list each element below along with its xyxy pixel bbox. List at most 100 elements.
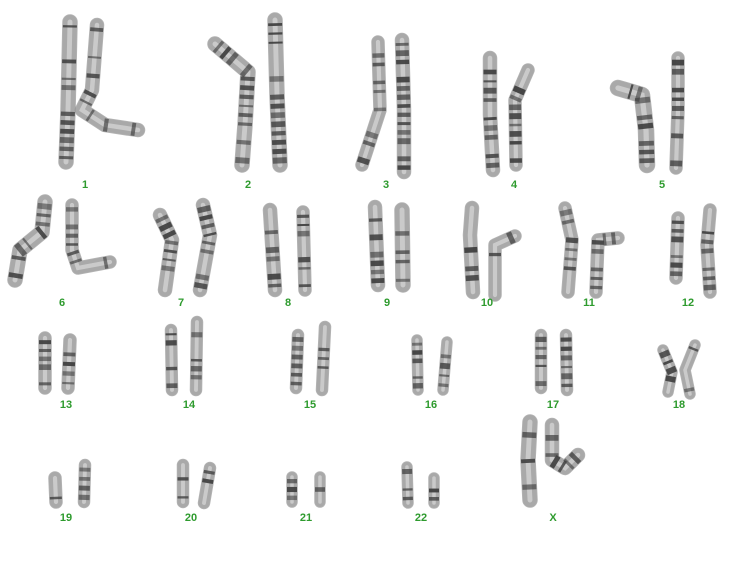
chromosome-band bbox=[272, 151, 286, 152]
chromosome-1-a bbox=[59, 22, 77, 162]
chromosome-band bbox=[701, 251, 713, 252]
chromosome-band bbox=[265, 232, 278, 233]
pair-label-5: 5 bbox=[659, 179, 665, 191]
chromosome-band bbox=[196, 276, 209, 278]
chromosome-pair-18 bbox=[660, 345, 698, 394]
chromosome-band bbox=[239, 106, 253, 107]
pair-label-15: 15 bbox=[304, 399, 316, 411]
chromosome-band bbox=[9, 274, 23, 276]
chromosome-band bbox=[105, 119, 107, 132]
chromosome-3-b bbox=[396, 40, 411, 172]
chromosome-pair-19 bbox=[50, 465, 91, 502]
chromosome-pair-15 bbox=[291, 327, 330, 390]
chromosome-5-b bbox=[670, 58, 684, 168]
chromosome-band bbox=[521, 461, 535, 462]
chromosome-2-b bbox=[268, 20, 287, 165]
chromosome-pair-2 bbox=[214, 20, 287, 165]
chromosome-10-b bbox=[489, 232, 515, 295]
chromosome-band bbox=[268, 285, 281, 286]
chromosome-14-a bbox=[166, 330, 178, 390]
chromosome-10-a bbox=[464, 208, 478, 292]
chromosome-pair-10 bbox=[464, 208, 515, 295]
pair-label-8: 8 bbox=[285, 297, 291, 309]
chromosome-band bbox=[202, 480, 213, 482]
chromosome-band bbox=[565, 259, 577, 260]
chromosome-14-b bbox=[191, 322, 203, 390]
chromosome-band bbox=[201, 250, 214, 252]
pair-label-9: 9 bbox=[384, 297, 390, 309]
chromosome-band bbox=[270, 97, 284, 98]
chromosome-band bbox=[165, 242, 178, 244]
chromosome-3-a bbox=[358, 42, 386, 165]
chromosome-22-a bbox=[402, 467, 413, 503]
chromosome-band bbox=[358, 159, 369, 163]
chromosome-band bbox=[59, 157, 73, 158]
chromosome-band bbox=[560, 211, 572, 214]
chromosome-band bbox=[200, 216, 213, 219]
chromosome-pair-1 bbox=[59, 22, 138, 162]
chromosome-band bbox=[701, 241, 713, 242]
chromosome-6-b bbox=[66, 205, 110, 269]
chromosome-13-b bbox=[62, 340, 75, 388]
chromosome-band bbox=[204, 471, 215, 473]
chromosome-band bbox=[273, 160, 287, 161]
chromosome-band bbox=[88, 57, 101, 58]
chromosome-band bbox=[667, 369, 676, 373]
chromosome-band bbox=[703, 278, 715, 279]
chromosome-18-b bbox=[684, 345, 698, 394]
chromosome-band bbox=[484, 118, 497, 119]
chromosome-band bbox=[162, 268, 175, 270]
chromosome-band bbox=[441, 356, 451, 357]
chromosome-pair-20 bbox=[178, 465, 215, 503]
chromosome-band bbox=[485, 137, 498, 138]
chromosome-band bbox=[61, 114, 75, 115]
chromosome-band bbox=[12, 257, 26, 259]
chromosome-5-a bbox=[618, 84, 654, 165]
chromosome-band bbox=[36, 223, 50, 224]
chromosome-band bbox=[522, 435, 536, 436]
chromosome-band bbox=[240, 97, 254, 98]
chromosome-pair-X bbox=[521, 422, 580, 500]
pair-label-12: 12 bbox=[682, 297, 694, 309]
chromosome-pair-14 bbox=[166, 322, 203, 390]
chromosome-band bbox=[464, 250, 477, 251]
chromosome-band bbox=[566, 240, 578, 241]
pair-label-1: 1 bbox=[82, 179, 88, 191]
chromosome-pair-17 bbox=[536, 335, 573, 390]
chromosome-17-b bbox=[561, 335, 573, 390]
chromosome-band bbox=[237, 142, 251, 143]
chromosome-band bbox=[562, 221, 574, 224]
chromosome-band bbox=[704, 287, 716, 288]
chromosome-pair-21 bbox=[287, 477, 325, 502]
chromosome-21-b bbox=[315, 477, 325, 502]
chromosome-6-a bbox=[9, 202, 52, 280]
pair-label-18: 18 bbox=[673, 399, 685, 411]
chromosome-band bbox=[440, 366, 450, 367]
chromosome-pair-11 bbox=[560, 208, 618, 292]
chromosome-9-b bbox=[395, 210, 410, 285]
chromosome-band bbox=[272, 133, 286, 134]
pair-label-X: X bbox=[549, 512, 556, 524]
chromosome-band bbox=[613, 232, 614, 244]
chromosome-band bbox=[702, 232, 714, 233]
chromosome-7-b bbox=[194, 205, 216, 290]
chromosome-X-a bbox=[521, 422, 536, 500]
chromosome-band bbox=[438, 385, 448, 386]
pair-label-4: 4 bbox=[511, 179, 517, 191]
chromosome-band bbox=[198, 208, 211, 211]
chromosome-13-a bbox=[39, 338, 51, 388]
chromosome-pair-22 bbox=[402, 467, 439, 503]
chromosome-band bbox=[466, 278, 479, 279]
chromosome-band bbox=[194, 285, 207, 287]
chromosome-pair-7 bbox=[156, 205, 216, 290]
chromosome-19-b bbox=[79, 465, 91, 502]
pair-label-6: 6 bbox=[59, 297, 65, 309]
chromosome-pair-8 bbox=[265, 210, 311, 290]
chromosome-band bbox=[164, 250, 177, 252]
pair-label-3: 3 bbox=[383, 179, 389, 191]
chromosome-band bbox=[565, 249, 577, 250]
chromosome-band bbox=[267, 258, 280, 259]
chromosome-20-b bbox=[202, 468, 214, 503]
chromosome-4-a bbox=[484, 58, 500, 170]
